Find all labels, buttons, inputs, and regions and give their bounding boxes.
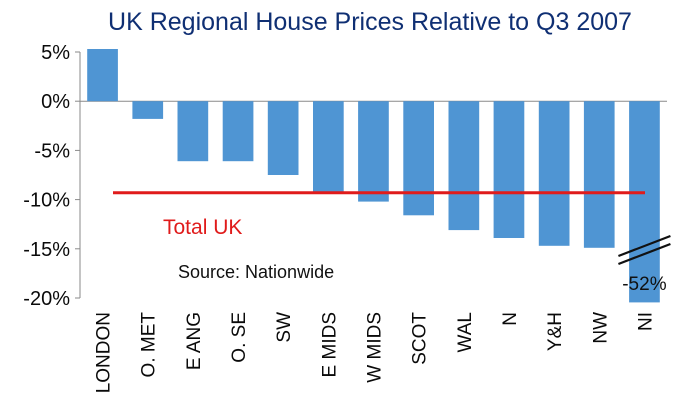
y-axis: 5% 0% -5% -10% -15% -20% [23, 42, 667, 310]
x-axis-labels: LONDON O. MET E ANG O. SE SW E MIDS W MIDS SCOT… [94, 312, 657, 394]
bar-e-mids [313, 101, 344, 193]
break-slash [618, 242, 671, 266]
bar-w-mids [358, 101, 389, 202]
x-tick-label: E ANG [184, 312, 205, 370]
x-tick-label: SCOT [410, 312, 431, 365]
bar-n [493, 101, 525, 238]
source-annotation: Source: Nationwide [178, 262, 334, 282]
y-tick-label: -5% [34, 140, 70, 162]
bars [87, 49, 660, 303]
x-tick-label: O. MET [139, 312, 160, 378]
bar-ni [629, 101, 660, 303]
x-tick-label: O. SE [229, 312, 250, 363]
y-tick-label: 0% [41, 91, 70, 113]
bar-nw [583, 101, 615, 248]
axis-break-mark [618, 234, 671, 266]
ni-value-label: -52% [622, 274, 666, 295]
x-tick-label: N [500, 312, 521, 326]
x-tick-label: LONDON [94, 312, 115, 393]
total-uk-label: Total UK [163, 216, 242, 239]
x-tick-label: Y&H [545, 312, 566, 351]
bar-scot [403, 101, 434, 216]
bar-london [87, 49, 118, 102]
bar-o-se [222, 101, 254, 162]
break-slash [618, 234, 671, 258]
bar-sw [267, 101, 299, 175]
x-tick-label: WAL [455, 312, 476, 352]
y-tick-label: -10% [23, 190, 70, 212]
bar-y-h [538, 101, 570, 246]
x-tick-label: NI [635, 312, 656, 331]
x-tick-label: NW [590, 312, 611, 344]
y-tick-label: 5% [41, 42, 70, 64]
bar-o-met [132, 101, 164, 119]
x-tick-label: SW [274, 312, 295, 343]
x-tick-label: E MIDS [319, 312, 340, 377]
y-tick-label: -20% [23, 288, 70, 310]
chart-title: UK Regional House Prices Relative to Q3 … [108, 8, 632, 36]
y-tick-label: -15% [23, 239, 70, 261]
bar-wal [448, 101, 480, 231]
bar-e-ang [177, 101, 209, 162]
x-tick-label: W MIDS [365, 312, 386, 383]
